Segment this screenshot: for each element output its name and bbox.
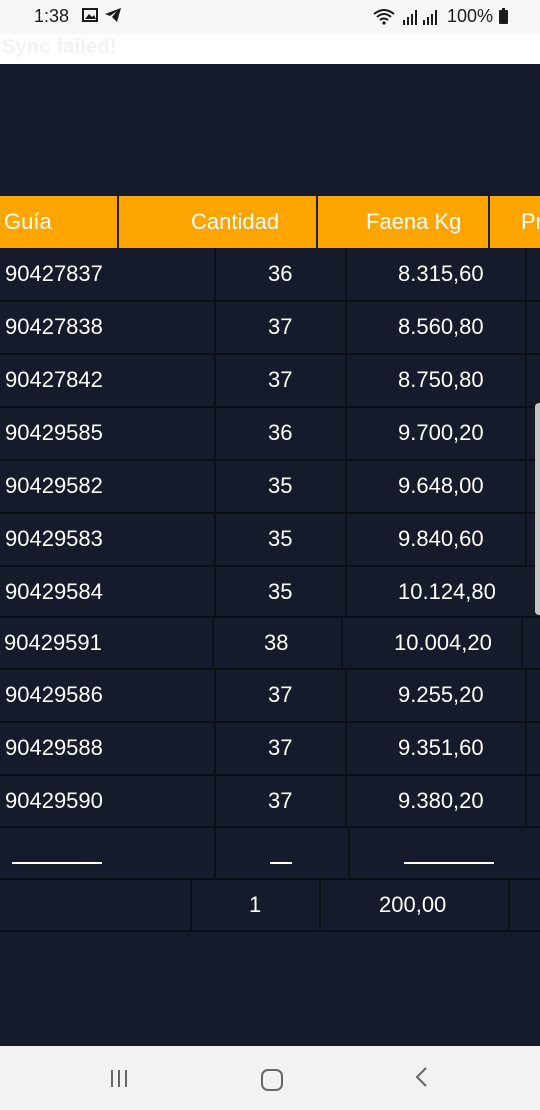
- table-header: Guía Cantidad Faena Kg Pr: [0, 196, 540, 248]
- table-row[interactable]: 90429588 37 9.351,60: [0, 722, 540, 774]
- cell-cantidad: 37: [268, 367, 293, 392]
- totals-row: 1 200,00: [0, 879, 540, 931]
- cell-guia: 90429585: [5, 420, 103, 445]
- home-icon[interactable]: [261, 1069, 283, 1091]
- cell-cantidad: 36: [268, 420, 293, 445]
- underline-cantidad: [270, 862, 292, 864]
- cell-guia: 90429588: [5, 735, 103, 760]
- status-bar: 1:38 100%: [0, 0, 540, 34]
- cell-cantidad: 35: [268, 579, 293, 604]
- cell-faena: 9.840,60: [398, 526, 484, 551]
- table-row[interactable]: 90429591 38 10.004,20: [0, 617, 540, 669]
- battery-percent: 100%: [446, 6, 493, 26]
- cell-faena: 8.560,80: [398, 314, 484, 339]
- table-row[interactable]: 90427838 37 8.560,80: [0, 301, 540, 353]
- table-row[interactable]: 90429582 35 9.648,00: [0, 460, 540, 512]
- cell-cantidad: 37: [268, 682, 293, 707]
- total-cantidad: 1: [249, 892, 262, 917]
- cell-faena: 10.124,80: [398, 579, 496, 604]
- underline-faena: [404, 862, 494, 864]
- cell-cantidad: 38: [264, 630, 289, 655]
- cell-faena: 9.700,20: [398, 420, 484, 445]
- cell-cantidad: 37: [268, 314, 293, 339]
- battery-icon: [499, 7, 508, 24]
- table-row[interactable]: 90429584 35 10.124,80: [0, 566, 540, 618]
- cell-guia: 90427838: [5, 314, 103, 339]
- cell-cantidad: 37: [268, 788, 293, 813]
- cell-cantidad: 35: [268, 526, 293, 551]
- cell-cantidad: 37: [268, 735, 293, 760]
- telegram-icon: [105, 8, 121, 22]
- summary-underline-row: [0, 827, 540, 879]
- header-guia[interactable]: Guía: [4, 209, 52, 234]
- cell-guia: 90429591: [4, 630, 102, 655]
- table-row[interactable]: 90429585 36 9.700,20: [0, 407, 540, 459]
- underline-guia: [12, 862, 102, 864]
- cell-cantidad: 35: [268, 473, 293, 498]
- navigation-bar: [0, 1046, 540, 1110]
- cell-guia: 90429586: [5, 682, 103, 707]
- cell-guia: 90427842: [5, 367, 103, 392]
- header-faena-kg[interactable]: Faena Kg: [366, 209, 462, 234]
- signal-icon: [402, 9, 437, 25]
- wifi-icon: [373, 8, 395, 25]
- cell-faena: 8.315,60: [398, 261, 484, 286]
- cell-faena: 10.004,20: [394, 630, 492, 655]
- cell-guia: 90429590: [5, 788, 103, 813]
- cell-faena: 9.351,60: [398, 735, 484, 760]
- cell-guia: 90429583: [5, 526, 103, 551]
- cell-guia: 90429584: [5, 579, 103, 604]
- cell-cantidad: 36: [268, 261, 293, 286]
- sync-banner: Sync failed!: [0, 34, 540, 64]
- cell-faena: 9.380,20: [398, 788, 484, 813]
- table-row[interactable]: 90427837 36 8.315,60: [0, 248, 540, 300]
- cell-faena: 9.648,00: [398, 473, 484, 498]
- gallery-icon: [82, 8, 98, 22]
- back-icon[interactable]: [414, 1066, 428, 1088]
- table-row[interactable]: 90427842 37 8.750,80: [0, 354, 540, 406]
- total-faena: 200,00: [379, 892, 447, 917]
- cell-faena: 9.255,20: [398, 682, 484, 707]
- cell-guia: 90427837: [5, 261, 103, 286]
- header-cantidad[interactable]: Cantidad: [191, 209, 280, 234]
- scrollbar-thumb[interactable]: [535, 403, 540, 615]
- cell-faena: 8.750,80: [398, 367, 484, 392]
- header-pr[interactable]: Pr: [521, 209, 540, 234]
- table-row[interactable]: 90429590 37 9.380,20: [0, 775, 540, 827]
- status-time: 1:38: [34, 6, 70, 26]
- table-row[interactable]: 90429583 35 9.840,60: [0, 513, 540, 565]
- table-row[interactable]: 90429586 37 9.255,20: [0, 669, 540, 721]
- cell-guia: 90429582: [5, 473, 103, 498]
- recents-icon[interactable]: [111, 1070, 127, 1087]
- sync-failed-text: Sync failed!: [2, 36, 117, 58]
